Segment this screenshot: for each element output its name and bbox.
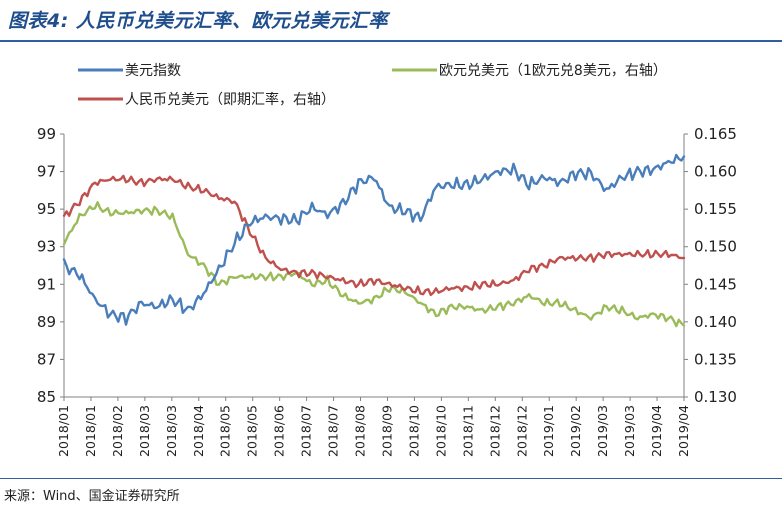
series-line-0 — [62, 153, 686, 326]
x-tick-label: 2018/07 — [299, 405, 314, 457]
x-tick-label: 2018/02 — [110, 405, 125, 457]
right-tick-label: 0.155 — [694, 200, 737, 218]
x-tick-label: 2018/12 — [514, 405, 529, 457]
chart-title: 图表4: 人民币兑美元汇率、欧元兑美元汇率 — [8, 10, 388, 32]
x-tick-label: 2018/09 — [379, 405, 394, 457]
source-note: 来源：Wind、国金证券研究所 — [4, 489, 180, 504]
x-tick-label: 2018/03 — [164, 405, 179, 457]
source-divider — [0, 478, 782, 479]
legend-label-2: 人民币兑美元（即期汇率，右轴） — [125, 91, 335, 108]
x-tick-label: 2018/04 — [191, 405, 206, 457]
right-tick-label: 0.145 — [694, 275, 737, 293]
x-tick-label: 2018/03 — [137, 405, 152, 457]
right-tick-label: 0.140 — [694, 313, 737, 331]
x-tick-label: 2019/04 — [676, 405, 691, 457]
x-tick-label: 2019/03 — [595, 405, 610, 457]
x-tick-label: 2019/03 — [622, 405, 637, 457]
x-tick-label: 2018/05 — [245, 405, 260, 457]
x-tick-label: 2019/02 — [568, 405, 583, 457]
right-tick-label: 0.130 — [694, 388, 737, 406]
series-line-1 — [62, 201, 686, 328]
right-tick-label: 0.150 — [694, 238, 737, 256]
x-tick-label: 2019/01 — [541, 405, 556, 457]
left-tick-label: 99 — [37, 125, 56, 143]
x-tick-label: 2018/01 — [83, 405, 98, 457]
left-tick-label: 89 — [37, 313, 56, 331]
legend-label-0: 美元指数 — [125, 63, 181, 79]
x-tick-label: 2018/10 — [433, 405, 448, 457]
legend-label-1: 欧元兑美元（1欧元兑8美元，右轴） — [439, 63, 667, 79]
x-tick-label: 2018/06 — [272, 405, 287, 457]
left-tick-label: 91 — [37, 275, 56, 293]
x-tick-label: 2019/04 — [649, 405, 664, 457]
left-tick-label: 95 — [37, 200, 56, 218]
left-tick-label: 85 — [37, 388, 56, 406]
x-tick-label: 2018/10 — [406, 405, 421, 457]
title-divider — [0, 40, 782, 42]
x-tick-label: 2018/11 — [460, 405, 475, 457]
left-tick-label: 93 — [37, 238, 56, 256]
left-tick-label: 87 — [37, 350, 56, 368]
chart-legend: 美元指数 欧元兑美元（1欧元兑8美元，右轴） 人民币兑美元（即期汇率，右轴） — [78, 63, 667, 108]
series-line-2 — [62, 174, 686, 297]
x-tick-label: 2018/08 — [353, 405, 368, 457]
left-tick-label: 97 — [37, 163, 56, 181]
x-tick-label: 2018/01 — [56, 405, 71, 457]
right-tick-label: 0.160 — [694, 163, 737, 181]
x-tick-label: 2018/07 — [326, 405, 341, 457]
x-tick-label: 2018/05 — [218, 405, 233, 457]
chart-series-layer — [62, 153, 686, 328]
chart-axes: 85 87 89 91 93 95 97 99 0.130 0.135 0.140 0.145 0.15… — [37, 125, 737, 457]
exchange-rate-chart: 85 87 89 91 93 95 97 99 0.130 0.135 0.140 0.145 0.15… — [37, 63, 737, 457]
right-tick-label: 0.165 — [694, 125, 737, 143]
right-tick-label: 0.135 — [694, 350, 737, 368]
x-tick-label: 2018/12 — [487, 405, 502, 457]
